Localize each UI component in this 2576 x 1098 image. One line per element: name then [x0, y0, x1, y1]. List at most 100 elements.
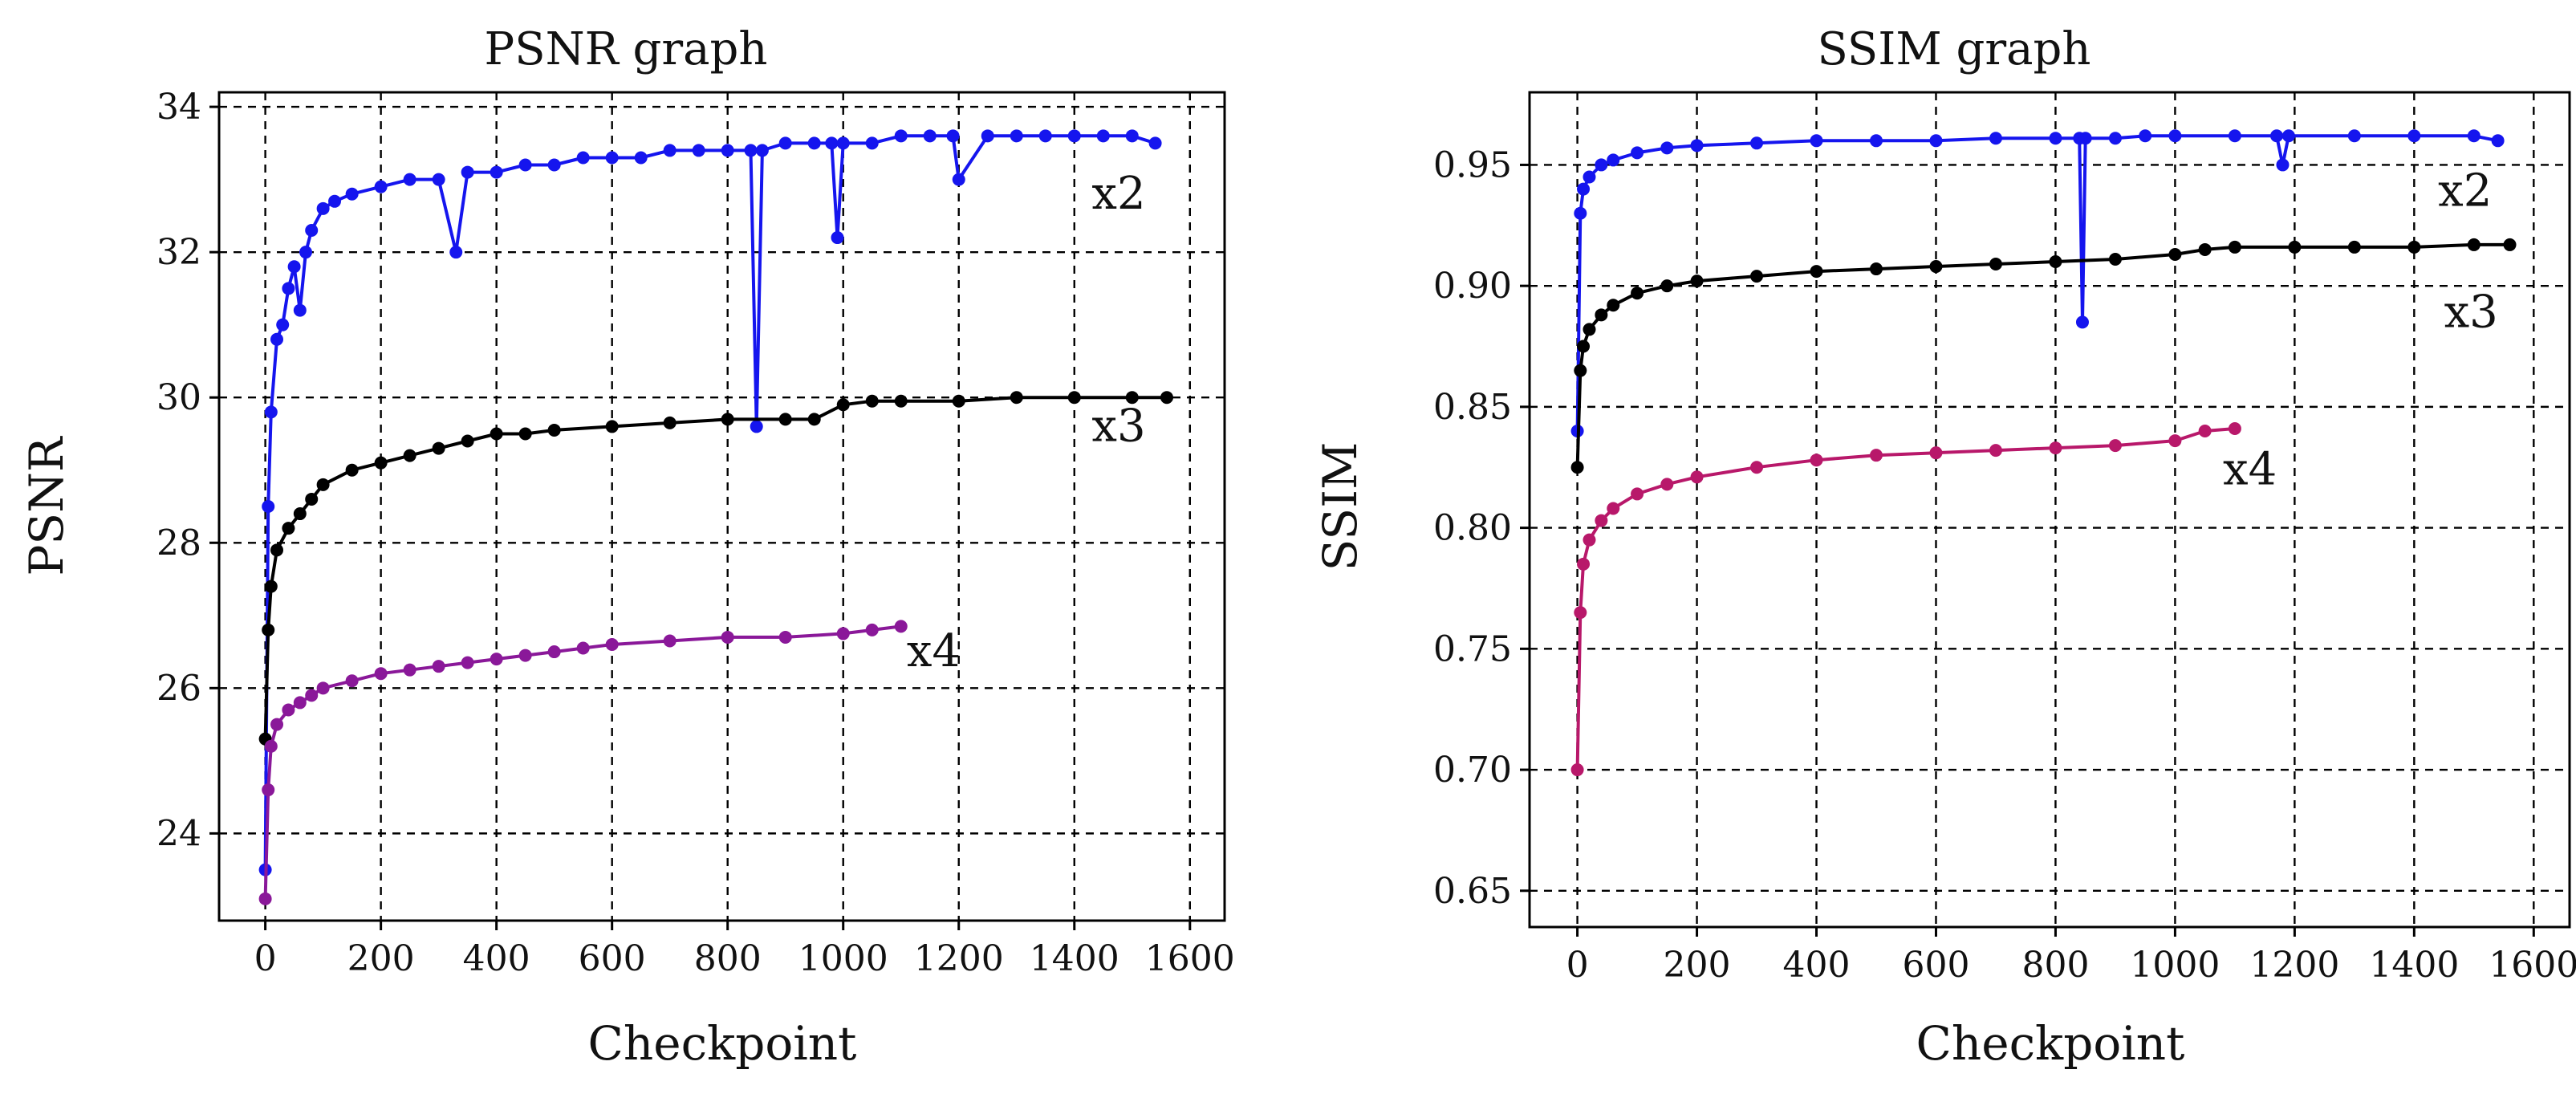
data-point — [316, 478, 330, 491]
data-point — [894, 620, 908, 633]
data-point — [490, 653, 503, 666]
data-point — [328, 194, 342, 208]
x-tick-label: 1200 — [2249, 945, 2339, 986]
data-point — [605, 638, 619, 651]
data-point — [1583, 170, 1596, 184]
data-point — [461, 434, 474, 448]
data-point — [490, 427, 503, 441]
series-label-x4: x4 — [2223, 443, 2277, 495]
data-point — [1631, 287, 1644, 300]
data-point — [721, 630, 734, 644]
data-point — [894, 129, 908, 143]
data-point — [2276, 158, 2290, 172]
data-point — [293, 303, 307, 317]
data-point — [403, 173, 416, 186]
data-point — [2108, 439, 2122, 453]
data-point — [432, 660, 445, 673]
data-point — [276, 318, 290, 331]
data-point — [316, 681, 330, 695]
series-x4 — [1570, 422, 2241, 777]
x-axis-label: Checkpoint — [588, 1016, 857, 1071]
data-point — [1574, 364, 1587, 377]
data-point — [1607, 153, 1620, 167]
data-point — [264, 739, 278, 753]
data-point — [1989, 258, 2002, 271]
data-point — [403, 663, 416, 677]
data-point — [518, 158, 532, 172]
data-point — [1125, 129, 1139, 143]
data-point — [865, 623, 879, 636]
data-point — [1929, 446, 1943, 460]
data-point — [2108, 132, 2122, 145]
data-point — [2288, 240, 2302, 254]
data-point — [1929, 260, 1943, 274]
series-labels: x2 x3 x4 — [907, 168, 1146, 677]
data-point — [1870, 134, 1883, 148]
data-point — [518, 649, 532, 662]
series-line-x3 — [1575, 242, 2510, 468]
data-point — [831, 231, 844, 245]
data-point — [836, 627, 850, 640]
series-label-x2: x2 — [2438, 165, 2492, 218]
data-point — [2281, 129, 2295, 143]
data-point — [2075, 315, 2089, 329]
data-point — [2467, 129, 2481, 143]
data-point — [952, 394, 965, 408]
data-point — [1148, 136, 1162, 150]
data-point — [2049, 132, 2062, 145]
y-tick-label: 0.85 — [1433, 387, 1512, 428]
data-point — [461, 165, 474, 179]
data-point — [2347, 240, 2361, 254]
data-point — [1810, 134, 1823, 148]
x-axis-ticks: 0 200 400 600 800 1000 1200 1400 1600 — [254, 938, 1235, 979]
data-point — [1125, 391, 1139, 405]
data-point — [270, 332, 284, 346]
series-label-x4: x4 — [907, 625, 961, 677]
data-point — [2198, 425, 2212, 438]
data-point — [1577, 557, 1591, 571]
x-tick-label: 1400 — [2369, 945, 2459, 986]
data-point — [2139, 129, 2152, 143]
data-point — [2168, 434, 2182, 448]
data-point — [262, 623, 275, 636]
data-point — [1750, 461, 1764, 474]
data-point — [1010, 391, 1023, 405]
data-point — [432, 173, 445, 186]
data-point — [1810, 453, 1823, 467]
data-point — [634, 151, 648, 165]
series-layer — [1570, 129, 2517, 777]
data-point — [721, 413, 734, 426]
data-point — [1570, 461, 1584, 474]
data-point — [1631, 487, 1644, 501]
y-tick-label: 32 — [156, 232, 201, 273]
gridlines — [1520, 92, 2570, 937]
data-point — [1750, 136, 1764, 150]
data-point — [692, 144, 705, 157]
data-point — [2467, 238, 2481, 251]
y-tick-label: 24 — [156, 813, 201, 854]
data-point — [1010, 129, 1023, 143]
data-point — [755, 144, 769, 157]
plot-frame — [1528, 91, 2571, 929]
data-point — [1660, 141, 1674, 155]
data-point — [2228, 240, 2241, 254]
x-tick-label: 1200 — [914, 938, 1004, 979]
data-point — [1583, 323, 1596, 336]
data-point — [264, 580, 278, 593]
data-point — [1595, 308, 1608, 322]
data-point — [1660, 478, 1674, 491]
data-point — [1690, 470, 1704, 484]
data-point — [1583, 533, 1596, 547]
y-tick-label: 0.95 — [1433, 144, 1512, 185]
data-point — [374, 456, 388, 470]
data-point — [2347, 129, 2361, 143]
series-x2 — [258, 129, 1162, 876]
psnr-chart: PSNR graph 24 26 28 30 32 34 0 200 400 6… — [19, 23, 1235, 1071]
data-point — [305, 492, 319, 506]
data-point — [576, 641, 590, 655]
data-point — [807, 413, 821, 426]
data-point — [282, 703, 295, 717]
data-point — [1574, 206, 1587, 220]
y-axis-label: PSNR — [19, 435, 74, 576]
y-tick-label: 0.70 — [1433, 750, 1512, 791]
